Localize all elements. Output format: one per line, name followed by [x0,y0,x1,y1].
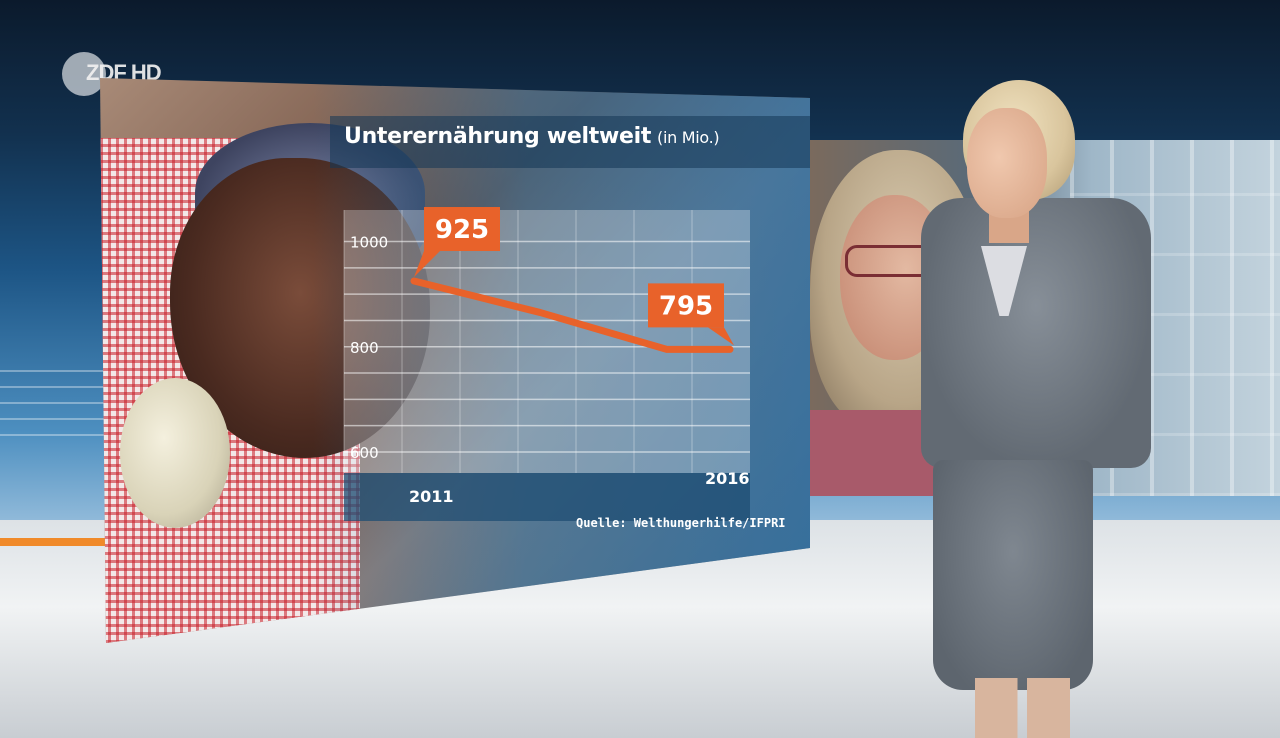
floor-accent-line [0,538,130,546]
logo-circle-icon [62,52,106,96]
y-tick-label: 800 [350,339,379,357]
wall-stripes [0,370,105,470]
chart-title-text: Unterernährung weltweit [344,124,652,149]
plot-background [344,210,750,473]
data-label-pointer [708,327,734,346]
data-label-box [424,207,500,252]
chart-screen: Unterernährung weltweit (in Mio.) 600 800 1… [100,78,810,643]
chart-title-unit: (in Mio.) [657,128,720,147]
y-tick-label: 600 [350,444,379,462]
series-line [410,277,734,353]
x-tick-label: 2011 [409,487,454,506]
presenter-face [967,108,1047,218]
presenter-legs [975,678,1070,738]
data-label-box [648,283,724,328]
data-label: 925 [435,215,489,245]
presenter [915,78,1155,738]
interviewee-body [810,410,940,496]
x-axis-band [344,473,750,521]
presenter-jacket [921,198,1151,468]
y-tick-label: 1000 [350,234,388,252]
chart-source: Quelle: Welthungerhilfe/IFPRI [576,516,786,530]
chart-title-bar [330,116,810,168]
x-tick-label: 2016 [705,469,750,488]
data-label: 795 [659,291,713,321]
line-chart: 600 800 1000 2011 2016 925 795 [343,207,750,521]
screen-tint [100,78,810,643]
chart-title: Unterernährung weltweit (in Mio.) [344,124,720,149]
presenter-skirt [933,460,1093,690]
